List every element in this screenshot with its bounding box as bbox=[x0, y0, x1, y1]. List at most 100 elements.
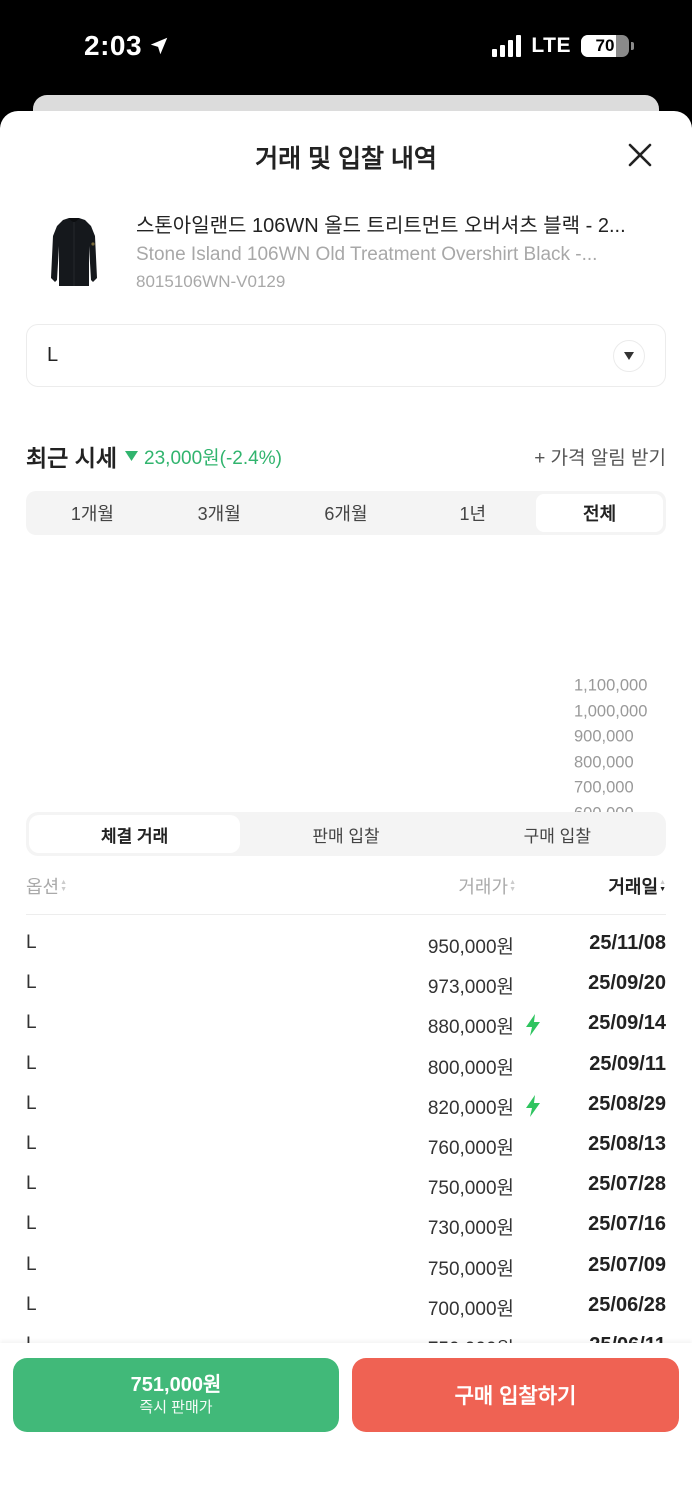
column-date[interactable]: 거래일 ▲ ▼ bbox=[608, 873, 666, 899]
tab-sell-bids[interactable]: 판매 입찰 bbox=[312, 826, 380, 846]
price-change-value: 23,000원(-2.4%) bbox=[144, 447, 282, 469]
tab-completed-trades[interactable]: 체결 거래 bbox=[29, 815, 241, 853]
status-bar: 2:03 LTE 70 bbox=[0, 0, 692, 95]
product-summary: 스톤아일랜드 106WN 올드 트리트먼트 오버셔츠 블랙 - 2... Sto… bbox=[26, 207, 666, 297]
network-type: LTE bbox=[531, 34, 571, 57]
transaction-type-tabs: 체결 거래 판매 입찰 구매 입찰 bbox=[26, 812, 666, 856]
row-option: L bbox=[26, 932, 37, 953]
close-button[interactable] bbox=[626, 141, 654, 169]
battery-level: 70 bbox=[595, 36, 615, 55]
table-row: L 880,000원 25/09/14 bbox=[26, 1006, 666, 1046]
row-price: 760,000원 bbox=[427, 1137, 514, 1159]
row-option: L bbox=[26, 1092, 37, 1114]
row-price: 800,000원 bbox=[427, 1057, 514, 1079]
row-option: L bbox=[26, 1132, 37, 1154]
price-chart: 1,100,000 1,000,000 900,000 800,000 700,… bbox=[0, 561, 692, 848]
tab-6-months[interactable]: 6개월 bbox=[324, 504, 368, 524]
row-date: 25/06/28 bbox=[588, 1293, 666, 1316]
tab-all[interactable]: 전체 bbox=[536, 494, 663, 532]
chevron-down-icon bbox=[613, 339, 645, 372]
table-row: L 730,000원 25/07/16 bbox=[26, 1207, 666, 1247]
y-tick: 1,100,000 bbox=[574, 676, 648, 695]
tab-1-year[interactable]: 1년 bbox=[459, 504, 487, 524]
sort-icon: ▲ ▼ bbox=[509, 879, 516, 893]
y-tick: 1,000,000 bbox=[574, 702, 648, 720]
row-price: 750,000원 bbox=[427, 1258, 514, 1280]
table-row: L 820,000원 25/08/29 bbox=[26, 1087, 666, 1127]
instant-sell-price: 751,000원 bbox=[130, 1374, 222, 1396]
buy-bid-label: 구매 입찰하기 bbox=[454, 1385, 577, 1408]
lightning-bolt-icon bbox=[526, 1094, 540, 1117]
transaction-list: L 950,000원 25/11/08 L 973,000원 25/09/20 … bbox=[26, 926, 666, 1368]
size-select[interactable]: L bbox=[26, 324, 666, 387]
product-info: 스톤아일랜드 106WN 올드 트리트먼트 오버셔츠 블랙 - 2... Sto… bbox=[136, 207, 666, 297]
row-date: 25/09/20 bbox=[588, 972, 666, 995]
sort-desc-icon: ▲ ▼ bbox=[659, 879, 666, 893]
price-alert-button[interactable]: + 가격 알림 받기 bbox=[534, 447, 666, 469]
row-option: L bbox=[26, 1253, 37, 1275]
price-change: 23,000원(-2.4%) bbox=[125, 443, 282, 470]
table-row: L 750,000원 25/07/09 bbox=[26, 1248, 666, 1288]
row-date: 25/08/29 bbox=[588, 1092, 666, 1115]
instant-sell-button[interactable]: 751,000원 즉시 판매가 bbox=[13, 1358, 339, 1432]
row-option: L bbox=[26, 1213, 37, 1235]
location-arrow-icon bbox=[150, 37, 168, 55]
row-option: L bbox=[26, 1293, 37, 1315]
row-option: L bbox=[26, 972, 37, 994]
product-model-code: 8015106WN-V0129 bbox=[136, 272, 286, 291]
column-price[interactable]: 거래가 ▲ ▼ bbox=[458, 873, 516, 899]
table-row: L 750,000원 25/07/28 bbox=[26, 1167, 666, 1207]
row-date: 25/07/28 bbox=[588, 1173, 666, 1196]
instant-sell-label: 즉시 판매가 bbox=[139, 1399, 213, 1416]
sort-icon: ▲ ▼ bbox=[60, 879, 68, 893]
row-option: L bbox=[26, 1012, 37, 1034]
row-option: L bbox=[26, 1052, 37, 1074]
table-row: L 973,000원 25/09/20 bbox=[26, 966, 666, 1006]
black-jacket-image bbox=[51, 218, 97, 286]
row-date: 25/11/08 bbox=[589, 932, 666, 954]
row-date: 25/08/13 bbox=[588, 1132, 666, 1155]
row-price: 973,000원 bbox=[427, 977, 514, 999]
table-row: L 700,000원 25/06/28 bbox=[26, 1288, 666, 1328]
tab-buy-bids[interactable]: 구매 입찰 bbox=[523, 826, 591, 846]
row-price: 730,000원 bbox=[427, 1218, 514, 1240]
table-row: L 800,000원 25/09/11 bbox=[26, 1047, 666, 1087]
y-tick: 900,000 bbox=[574, 727, 634, 746]
signal-icon bbox=[492, 35, 522, 57]
product-image bbox=[26, 207, 122, 297]
status-indicators: LTE 70 bbox=[492, 34, 634, 58]
tab-1-month[interactable]: 1개월 bbox=[70, 504, 114, 524]
table-row: L 760,000원 25/08/13 bbox=[26, 1127, 666, 1167]
price-line-chart bbox=[0, 561, 692, 751]
battery-cap bbox=[631, 42, 634, 50]
product-name-korean: 스톤아일랜드 106WN 올드 트리트먼트 오버셔츠 블랙 - 2... bbox=[136, 215, 626, 237]
row-date: 25/09/14 bbox=[588, 1012, 666, 1035]
column-date-label: 거래일 bbox=[608, 877, 659, 897]
battery-icon: 70 bbox=[581, 35, 629, 57]
column-price-label: 거래가 bbox=[458, 877, 509, 897]
down-triangle-icon bbox=[125, 451, 139, 461]
table-header: 옵션 ▲ ▼ 거래가 ▲ ▼ 거래일 ▲ ▼ bbox=[26, 871, 666, 915]
recent-price-row: 최근 시세 23,000원(-2.4%) + 가격 알림 받기 bbox=[26, 439, 666, 473]
buy-bid-button[interactable]: 구매 입찰하기 bbox=[352, 1358, 679, 1432]
close-icon bbox=[628, 143, 652, 167]
y-tick: 800,000 bbox=[574, 753, 634, 771]
transaction-history-sheet: 거래 및 입찰 내역 스톤아일랜드 106WN 올드 트리트먼트 오버셔츠 블랙… bbox=[0, 111, 692, 1500]
sheet-header: 거래 및 입찰 내역 bbox=[0, 111, 692, 201]
tab-3-months[interactable]: 3개월 bbox=[197, 504, 241, 524]
clock: 2:03 bbox=[84, 30, 143, 61]
column-option-label: 옵션 bbox=[26, 877, 60, 897]
row-price: 750,000원 bbox=[427, 1178, 514, 1200]
row-price: 700,000원 bbox=[427, 1298, 514, 1320]
column-option[interactable]: 옵션 ▲ ▼ bbox=[26, 873, 67, 899]
table-row: L 950,000원 25/11/08 bbox=[26, 926, 666, 966]
y-tick: 700,000 bbox=[574, 778, 634, 797]
product-name-english: Stone Island 106WN Old Treatment Overshi… bbox=[136, 244, 598, 265]
row-date: 25/07/09 bbox=[588, 1253, 666, 1276]
row-price: 820,000원 bbox=[427, 1097, 514, 1119]
row-date: 25/07/16 bbox=[588, 1213, 666, 1236]
lightning-bolt-icon bbox=[526, 1014, 540, 1037]
row-date: 25/09/11 bbox=[589, 1052, 666, 1075]
selected-size: L bbox=[47, 344, 59, 366]
row-option: L bbox=[26, 1173, 37, 1195]
